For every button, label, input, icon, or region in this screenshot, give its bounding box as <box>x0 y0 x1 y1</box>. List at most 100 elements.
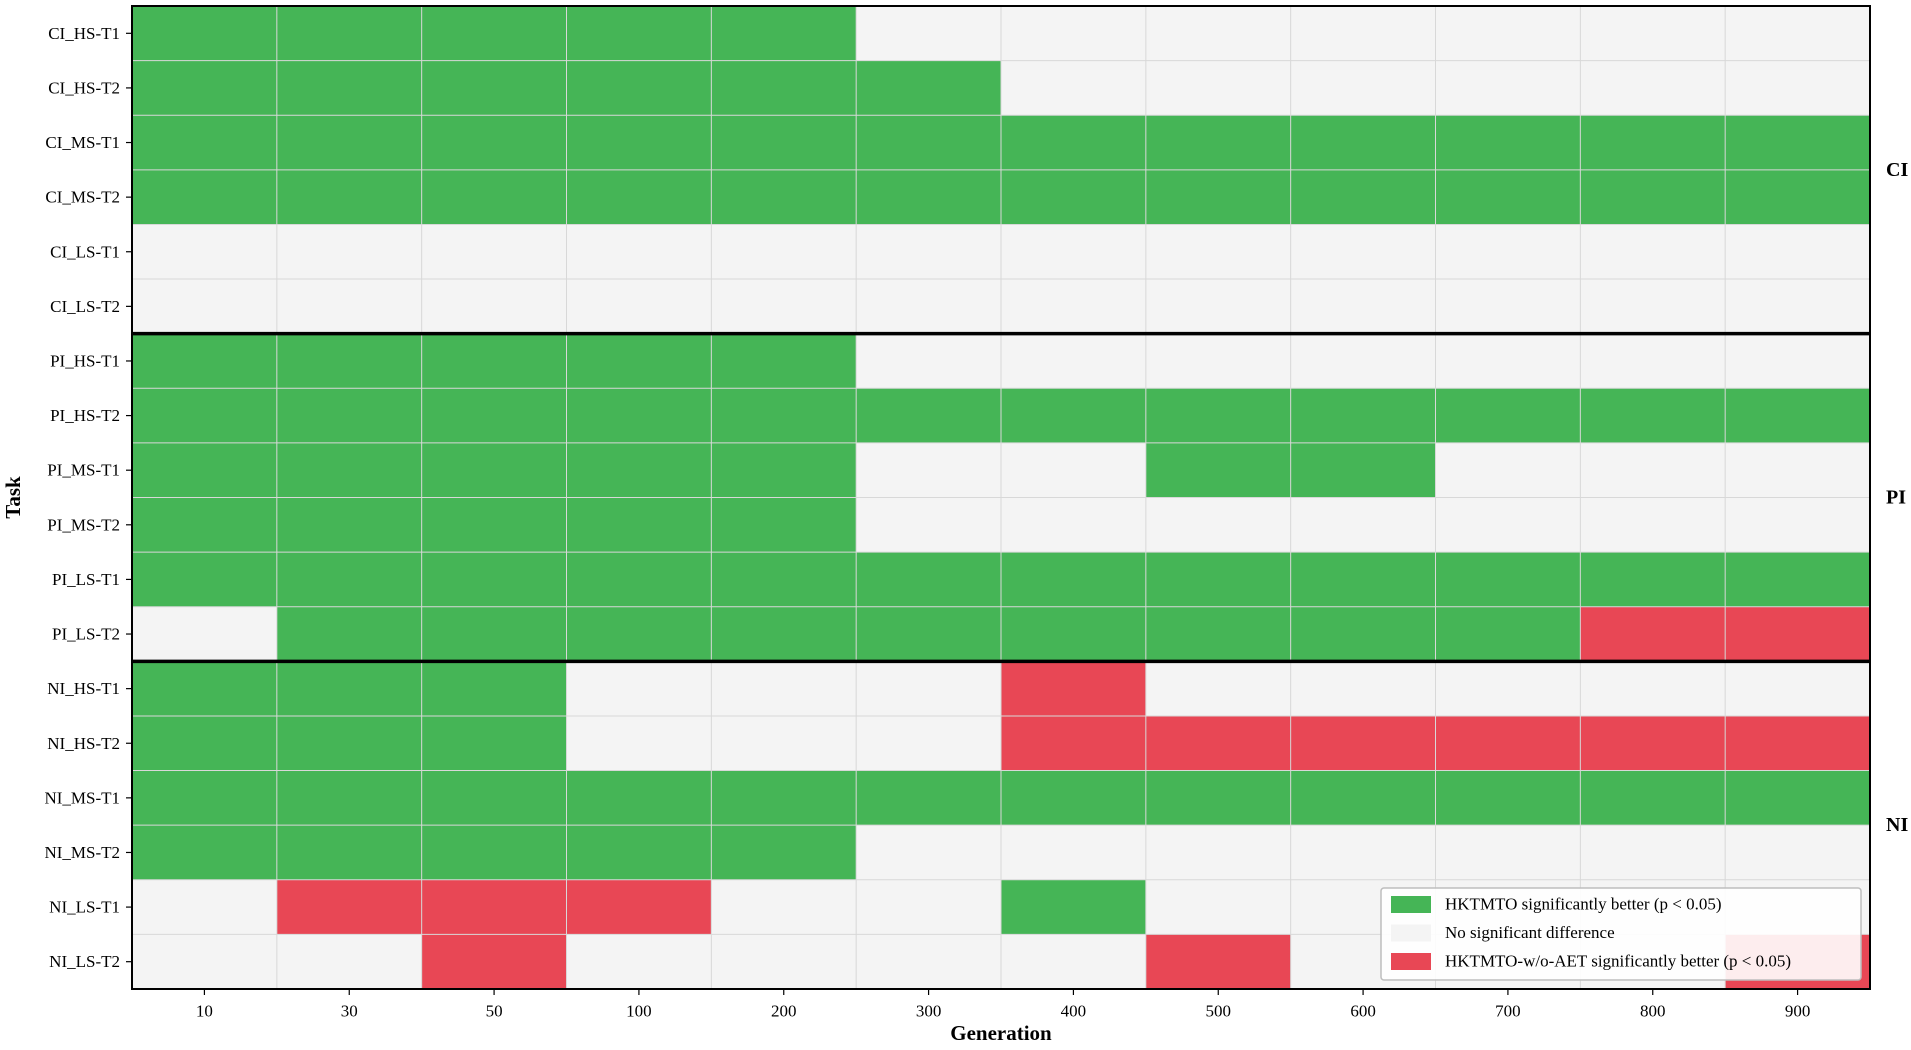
heatmap-cell <box>1290 497 1436 553</box>
x-tick-label: 800 <box>1640 1002 1666 1021</box>
x-tick-label: 500 <box>1206 1002 1232 1021</box>
heatmap-cell <box>421 552 567 608</box>
heatmap-cell <box>856 661 1002 717</box>
heatmap-cell <box>1290 60 1436 116</box>
heatmap-cell <box>132 606 278 662</box>
group-label: PI <box>1886 487 1906 509</box>
heatmap-cell <box>856 279 1002 335</box>
heatmap-cell <box>421 224 567 280</box>
heatmap-cell <box>856 552 1002 608</box>
heatmap-cell <box>421 279 567 335</box>
heatmap-cell <box>276 879 423 935</box>
x-tick-label: 100 <box>626 1002 652 1021</box>
heatmap-cell <box>1001 442 1147 498</box>
y-tick-label: NI_LS-T1 <box>49 898 120 917</box>
heatmap-cell <box>1725 388 1871 444</box>
heatmap-cell <box>1001 224 1147 280</box>
heatmap-cell <box>566 552 712 608</box>
heatmap-cell <box>566 333 712 389</box>
heatmap-cell <box>711 388 857 444</box>
heatmap-cell <box>1435 115 1581 171</box>
heatmap-cell <box>132 552 278 608</box>
heatmap-cell <box>711 715 857 772</box>
heatmap-cell <box>1145 115 1292 171</box>
heatmap-cell <box>1435 333 1581 389</box>
heatmap-cell <box>1580 169 1726 225</box>
heatmap-cell <box>1580 715 1726 772</box>
group-labels: CI PI NI <box>1886 159 1908 836</box>
heatmap-cell <box>566 879 712 935</box>
heatmap-cell <box>1435 825 1581 881</box>
heatmap-cell <box>421 169 567 225</box>
heatmap-cell <box>1435 661 1581 717</box>
heatmap-cell <box>132 879 278 935</box>
heatmap-cell <box>1580 825 1726 881</box>
x-tick-label: 300 <box>916 1002 942 1021</box>
y-tick-label: CI_HS-T1 <box>48 24 120 43</box>
heatmap-cell <box>1725 770 1871 826</box>
heatmap-cell <box>856 6 1002 62</box>
heatmap-cell <box>1145 934 1292 990</box>
heatmap-cell <box>1001 934 1147 990</box>
heatmap-cell <box>1001 333 1147 389</box>
heatmap-cell <box>856 169 1002 225</box>
heatmap-cell <box>132 388 278 444</box>
legend-swatch <box>1391 896 1431 913</box>
y-tick-label: NI_MS-T1 <box>44 788 120 807</box>
heatmap-cell <box>1001 60 1147 116</box>
heatmap-cell <box>276 442 423 498</box>
heatmap-cell <box>566 224 712 280</box>
heatmap-cell <box>856 224 1002 280</box>
heatmap-cell <box>1290 388 1436 444</box>
heatmap-cell <box>1725 169 1871 225</box>
heatmap-cell <box>856 715 1002 772</box>
heatmap-cell <box>711 934 857 990</box>
heatmap-cell <box>566 497 712 553</box>
heatmap-cell <box>1290 715 1436 772</box>
heatmap-cell <box>566 279 712 335</box>
heatmap-cell <box>132 6 278 62</box>
x-tick-label: 10 <box>196 1002 213 1021</box>
heatmap-cell <box>1001 169 1147 225</box>
legend-label: HKTMTO-w/o-AET significantly better (p <… <box>1445 952 1791 971</box>
heatmap-cell <box>711 115 857 171</box>
heatmap-cell <box>276 333 423 389</box>
heatmap-cell <box>1290 825 1436 881</box>
heatmap-cell <box>1145 606 1292 662</box>
heatmap-cells <box>132 6 1871 990</box>
group-label: CI <box>1886 159 1908 181</box>
y-tick-label: PI_HS-T2 <box>50 406 120 425</box>
heatmap-cell <box>1001 552 1147 608</box>
heatmap-cell <box>1290 224 1436 280</box>
heatmap-cell <box>1290 115 1436 171</box>
heatmap-cell <box>1290 606 1436 662</box>
y-tick-label: NI_HS-T1 <box>47 679 120 698</box>
heatmap-cell <box>276 661 423 717</box>
legend-label: HKTMTO significantly better (p < 0.05) <box>1445 895 1722 914</box>
heatmap-cell <box>1145 279 1292 335</box>
heatmap-cell <box>711 333 857 389</box>
heatmap-cell <box>1725 715 1871 772</box>
heatmap-cell <box>421 388 567 444</box>
heatmap-cell <box>856 879 1002 935</box>
heatmap-cell <box>856 442 1002 498</box>
heatmap-cell <box>711 661 857 717</box>
heatmap-cell <box>1001 388 1147 444</box>
heatmap-cell <box>276 169 423 225</box>
y-tick-label: NI_LS-T2 <box>49 952 120 971</box>
heatmap-cell <box>1580 224 1726 280</box>
x-tick-label: 50 <box>486 1002 503 1021</box>
heatmap-cell <box>1001 825 1147 881</box>
heatmap-cell <box>566 715 712 772</box>
heatmap-cell <box>421 442 567 498</box>
heatmap-cell <box>132 934 278 990</box>
y-axis-label: Task <box>1 476 25 519</box>
heatmap-cell <box>1725 279 1871 335</box>
legend-box <box>1380 887 1862 981</box>
heatmap-cell <box>1290 333 1436 389</box>
heatmap-cell <box>1001 661 1147 717</box>
x-tick-label: 30 <box>341 1002 358 1021</box>
heatmap-cell <box>1290 661 1436 717</box>
heatmap-cell <box>566 606 712 662</box>
heatmap-cell <box>1725 497 1871 553</box>
